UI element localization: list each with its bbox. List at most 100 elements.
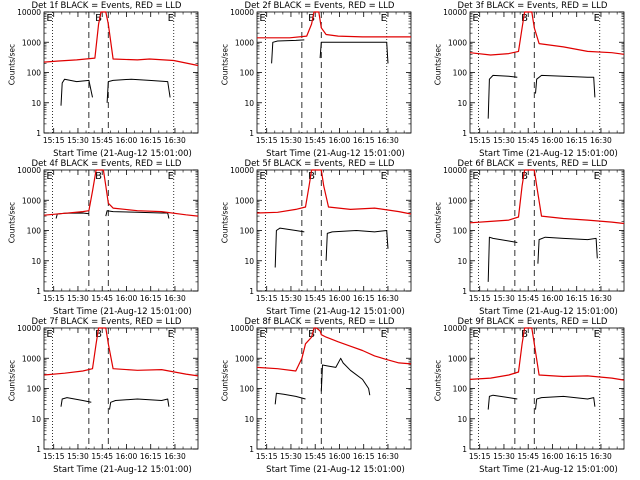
events-series-line xyxy=(487,394,518,410)
detector-panel: Det 2f BLACK = Events, RED = LLD Counts/s… xyxy=(213,0,426,160)
detector-panel: Det 1f BLACK = Events, RED = LLD Counts/s… xyxy=(0,0,213,160)
plot-frame xyxy=(469,11,625,134)
interval-marker: E xyxy=(259,171,265,182)
x-tick-label: 15:30 xyxy=(493,452,515,461)
plot-area: 1 10 100 1000 10000 15:15 15:30 15:45 16:00 16:15… xyxy=(17,324,199,461)
detector-panel: Det 9f BLACK = Events, RED = LLD Counts/s… xyxy=(426,316,639,476)
y-tick-label: 100 xyxy=(27,69,42,78)
x-tick-label: 15:45 xyxy=(304,136,326,145)
x-axis-label: Start Time (21-Aug-12 15:01:00) xyxy=(479,307,618,317)
plot-area: 1 10 100 1000 10000 15:15 15:30 15:45 16:00 16:15… xyxy=(230,166,412,303)
x-tick-label: 16:15 xyxy=(140,452,162,461)
x-tick-label: 16:15 xyxy=(140,294,162,303)
x-tick-label: 15:45 xyxy=(304,294,326,303)
y-tick-label: 10000 xyxy=(230,8,254,17)
panel-title: Det 7f BLACK = Events, RED = LLD xyxy=(31,317,182,327)
interval-marker: E xyxy=(46,13,52,24)
x-tick-label: 15:45 xyxy=(304,452,326,461)
x-tick-label: 16:00 xyxy=(542,136,564,145)
x-tick-label: 15:15 xyxy=(43,136,65,145)
plot-area: 1 10 100 1000 10000 15:15 15:30 15:45 16:00 16:15… xyxy=(230,8,412,145)
y-tick-label: 1 xyxy=(36,287,41,296)
x-tick-label: 16:00 xyxy=(542,452,564,461)
y-tick-label: 1000 xyxy=(448,38,467,47)
x-tick-label: 16:30 xyxy=(377,136,399,145)
x-tick-label: 16:30 xyxy=(590,294,612,303)
interval-marker: B xyxy=(95,13,102,24)
x-tick-label: 15:30 xyxy=(280,294,302,303)
lld-series-line xyxy=(43,327,199,377)
y-tick-label: 10 xyxy=(244,99,254,108)
plot-frame xyxy=(469,169,625,292)
x-axis-label: Start Time (21-Aug-12 15:01:00) xyxy=(53,307,192,317)
x-tick-label: 15:15 xyxy=(469,136,491,145)
y-tick-label: 100 xyxy=(453,385,468,394)
panel-title: Det 5f BLACK = Events, RED = LLD xyxy=(244,159,395,169)
x-tick-label: 15:15 xyxy=(256,294,278,303)
events-series-line xyxy=(537,236,598,264)
panel-title: Det 1f BLACK = Events, RED = LLD xyxy=(31,1,182,11)
plot-frame xyxy=(256,11,412,134)
y-tick-label: 1000 xyxy=(235,38,254,47)
interval-marker: E xyxy=(168,171,174,182)
interval-marker: E xyxy=(381,171,387,182)
plot-frame xyxy=(43,169,199,292)
x-tick-label: 16:30 xyxy=(377,294,399,303)
panel-title: Det 6f BLACK = Events, RED = LLD xyxy=(457,159,608,169)
y-tick-label: 10000 xyxy=(443,324,467,333)
y-tick-label: 10 xyxy=(31,257,41,266)
y-tick-label: 10000 xyxy=(230,166,254,175)
events-series-line xyxy=(319,41,389,64)
panel-title: Det 2f BLACK = Events, RED = LLD xyxy=(244,1,395,11)
interval-marker: E xyxy=(259,13,265,24)
y-tick-label: 10000 xyxy=(17,166,41,175)
x-tick-label: 16:30 xyxy=(590,452,612,461)
y-tick-label: 10 xyxy=(244,257,254,266)
plot-frame xyxy=(256,327,412,450)
events-series-line xyxy=(109,398,170,410)
plot-area: 1 10 100 1000 10000 15:15 15:30 15:45 16:00 16:15… xyxy=(17,166,199,303)
lld-series-line xyxy=(257,11,411,39)
detector-panel: Det 5f BLACK = Events, RED = LLD Counts/s… xyxy=(213,158,426,318)
x-tick-label: 15:45 xyxy=(517,452,539,461)
panel-title: Det 9f BLACK = Events, RED = LLD xyxy=(457,317,608,327)
plot-area: 1 10 100 1000 10000 15:15 15:30 15:45 16:00 16:15… xyxy=(443,8,625,145)
interval-marker: E xyxy=(168,329,174,340)
interval-marker: E xyxy=(46,171,52,182)
y-tick-label: 10 xyxy=(457,415,467,424)
x-tick-label: 15:45 xyxy=(517,294,539,303)
y-tick-label: 1000 xyxy=(235,196,254,205)
panel-title: Det 4f BLACK = Events, RED = LLD xyxy=(31,159,182,169)
x-tick-label: 15:45 xyxy=(91,294,113,303)
lld-series-line xyxy=(469,327,625,381)
panel-title: Det 8f BLACK = Events, RED = LLD xyxy=(244,317,395,327)
events-series-line xyxy=(271,39,305,64)
plot-frame xyxy=(43,11,199,134)
y-tick-label: 1 xyxy=(249,129,254,138)
interval-marker: E xyxy=(594,171,600,182)
y-tick-label: 10000 xyxy=(230,324,254,333)
x-tick-label: 16:00 xyxy=(116,136,138,145)
x-tick-label: 16:30 xyxy=(377,452,399,461)
x-tick-label: 15:30 xyxy=(493,294,515,303)
x-tick-label: 16:15 xyxy=(140,136,162,145)
y-tick-label: 1 xyxy=(462,129,467,138)
x-tick-label: 15:15 xyxy=(469,294,491,303)
x-tick-label: 16:00 xyxy=(329,136,351,145)
lld-series-line xyxy=(43,11,199,67)
y-tick-label: 10 xyxy=(244,415,254,424)
events-series-line xyxy=(106,78,171,103)
y-tick-label: 1 xyxy=(249,287,254,296)
interval-marker: E xyxy=(472,13,478,24)
detector-panel: Det 8f BLACK = Events, RED = LLD Counts/s… xyxy=(213,316,426,476)
y-tick-label: 1000 xyxy=(22,196,41,205)
x-tick-label: 15:15 xyxy=(43,452,65,461)
x-axis-label: Start Time (21-Aug-12 15:01:00) xyxy=(53,465,192,475)
events-series-line xyxy=(274,392,306,405)
y-tick-label: 100 xyxy=(240,227,255,236)
x-tick-label: 15:15 xyxy=(256,136,278,145)
interval-marker: E xyxy=(259,329,265,340)
x-tick-label: 16:30 xyxy=(164,136,186,145)
x-tick-label: 16:00 xyxy=(116,294,138,303)
